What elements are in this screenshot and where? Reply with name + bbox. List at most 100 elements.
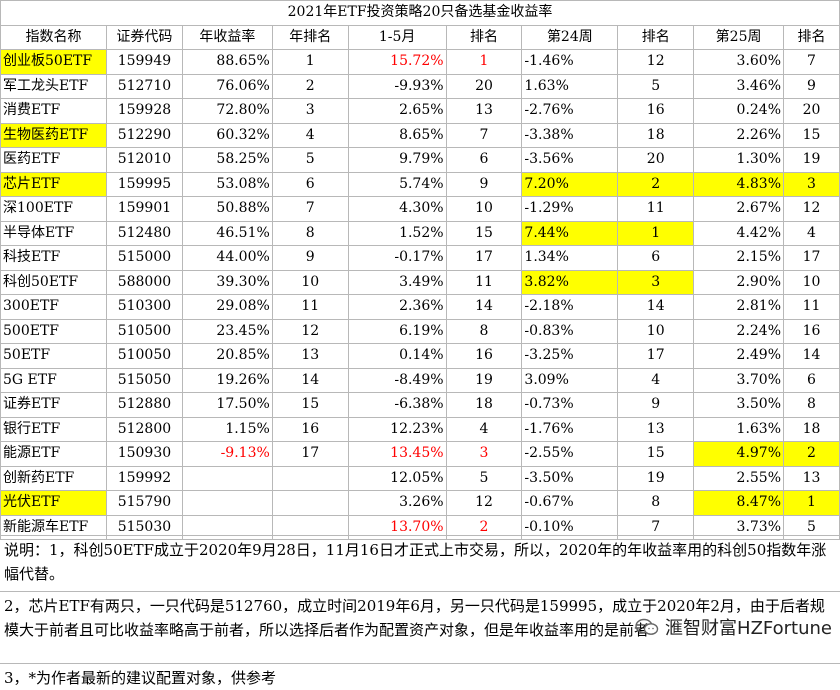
table-row: 深100ETF 159901 50.88% 7 4.30% 10 -1.29% 11 2.67%… bbox=[0, 196, 840, 222]
week24-rank-cell: 9 bbox=[617, 392, 695, 418]
week25-return-cell: 4.97% bbox=[693, 441, 785, 467]
week25-rank-cell: 19 bbox=[783, 147, 840, 173]
name-cell: 医药ETF bbox=[0, 147, 107, 173]
table-row: 光伏ETF 515790 3.26% 12 -0.67% 8 8.47% 1 bbox=[0, 490, 840, 516]
column-header: 排名 bbox=[617, 24, 695, 50]
week25-return-cell: 3.46% bbox=[693, 73, 785, 99]
week24-return-cell: -3.56% bbox=[521, 147, 619, 173]
annual-rank-cell: 10 bbox=[271, 269, 349, 295]
annual-return-cell bbox=[181, 465, 273, 491]
week25-return-cell: 3.70% bbox=[693, 367, 785, 393]
jan-may-rank-cell: 10 bbox=[445, 196, 523, 222]
week25-rank-cell: 6 bbox=[783, 367, 840, 393]
note-3: 3，*为作者最新的建议配置对象，供参考 bbox=[0, 663, 840, 689]
week25-rank-cell: 8 bbox=[783, 392, 840, 418]
name-cell: 科技ETF bbox=[0, 245, 107, 271]
annual-rank-cell: 4 bbox=[271, 122, 349, 148]
annual-rank-cell bbox=[271, 490, 349, 516]
header-row: 指数名称 证券代码 年收益率 年排名 1-5月 排名 第24周 排名 第25周 排名 bbox=[0, 24, 840, 50]
jan-may-return-cell: 5.74% bbox=[347, 171, 447, 197]
table-row: 半导体ETF 512480 46.51% 8 1.52% 15 7.44% 1 4.42% 4 bbox=[0, 220, 840, 246]
annual-return-cell: 44.00% bbox=[181, 245, 273, 271]
table-row: 创新药ETF 159992 12.05% 5 -3.50% 19 2.55% 13 bbox=[0, 465, 840, 491]
code-cell: 159949 bbox=[105, 49, 183, 75]
week25-return-cell: 2.67% bbox=[693, 196, 785, 222]
week24-return-cell: 1.34% bbox=[521, 245, 619, 271]
jan-may-rank-cell: 16 bbox=[445, 343, 523, 369]
name-cell: 生物医药ETF bbox=[0, 122, 107, 148]
column-header: 排名 bbox=[445, 24, 523, 50]
table-row: 军工龙头ETF 512710 76.06% 2 -9.93% 20 1.63% 5 3.46% 9 bbox=[0, 73, 840, 99]
code-cell: 510300 bbox=[105, 294, 183, 320]
jan-may-return-cell: 4.30% bbox=[347, 196, 447, 222]
jan-may-rank-cell: 6 bbox=[445, 147, 523, 173]
week25-rank-cell: 2 bbox=[783, 441, 840, 467]
name-cell: 300ETF bbox=[0, 294, 107, 320]
week24-return-cell: -0.67% bbox=[521, 490, 619, 516]
week25-return-cell: 4.83% bbox=[693, 171, 785, 197]
jan-may-return-cell: 2.36% bbox=[347, 294, 447, 320]
wechat-icon bbox=[635, 618, 659, 635]
jan-may-rank-cell: 9 bbox=[445, 171, 523, 197]
name-cell: 500ETF bbox=[0, 318, 107, 344]
week25-return-cell: 2.24% bbox=[693, 318, 785, 344]
note-2: 2，芯片ETF有两只，一只代码是512760，成立时间2019年6月，另一只代码… bbox=[0, 591, 840, 663]
week25-rank-cell: 9 bbox=[783, 73, 840, 99]
week25-rank-cell: 13 bbox=[783, 465, 840, 491]
jan-may-return-cell: 12.23% bbox=[347, 416, 447, 442]
code-cell: 515000 bbox=[105, 245, 183, 271]
annual-rank-cell: 5 bbox=[271, 147, 349, 173]
week24-rank-cell: 18 bbox=[617, 122, 695, 148]
annual-rank-cell: 2 bbox=[271, 73, 349, 99]
annual-rank-cell: 14 bbox=[271, 367, 349, 393]
table-row: 消费ETF 159928 72.80% 3 2.65% 13 -2.76% 16 0.24% 20 bbox=[0, 98, 840, 124]
annual-rank-cell: 17 bbox=[271, 441, 349, 467]
week25-return-cell: 2.15% bbox=[693, 245, 785, 271]
week24-rank-cell: 12 bbox=[617, 49, 695, 75]
name-cell: 科创50ETF bbox=[0, 269, 107, 295]
week25-return-cell: 2.49% bbox=[693, 343, 785, 369]
week25-rank-cell: 14 bbox=[783, 343, 840, 369]
annual-return-cell: 23.45% bbox=[181, 318, 273, 344]
jan-may-rank-cell: 8 bbox=[445, 318, 523, 344]
jan-may-return-cell: 3.49% bbox=[347, 269, 447, 295]
column-header: 排名 bbox=[783, 24, 840, 50]
annual-return-cell: 53.08% bbox=[181, 171, 273, 197]
week25-rank-cell: 12 bbox=[783, 196, 840, 222]
week24-return-cell: 1.63% bbox=[521, 73, 619, 99]
table-row: 证券ETF 512880 17.50% 15 -6.38% 18 -0.73% 9 3.50% 8 bbox=[0, 392, 840, 418]
jan-may-rank-cell: 3 bbox=[445, 441, 523, 467]
jan-may-rank-cell: 7 bbox=[445, 122, 523, 148]
annual-return-cell: -9.13% bbox=[181, 441, 273, 467]
week24-return-cell: 7.44% bbox=[521, 220, 619, 246]
jan-may-return-cell: -0.17% bbox=[347, 245, 447, 271]
jan-may-rank-cell: 17 bbox=[445, 245, 523, 271]
table-row: 能源ETF 150930 -9.13% 17 13.45% 3 -2.55% 15 4.97% 2 bbox=[0, 441, 840, 467]
code-cell: 510500 bbox=[105, 318, 183, 344]
jan-may-return-cell: 13.45% bbox=[347, 441, 447, 467]
annual-rank-cell: 3 bbox=[271, 98, 349, 124]
table-row: 银行ETF 512800 1.15% 16 12.23% 4 -1.76% 13 1.63% 18 bbox=[0, 416, 840, 442]
code-cell: 512010 bbox=[105, 147, 183, 173]
week24-return-cell: -3.38% bbox=[521, 122, 619, 148]
annual-return-cell: 29.08% bbox=[181, 294, 273, 320]
week25-rank-cell: 18 bbox=[783, 416, 840, 442]
etf-return-table: 2021年ETF投资策略20只备选基金收益率 指数名称 证券代码 年收益率 年排名 1-… bbox=[0, 0, 840, 540]
week24-rank-cell: 1 bbox=[617, 220, 695, 246]
annual-rank-cell: 11 bbox=[271, 294, 349, 320]
code-cell: 512800 bbox=[105, 416, 183, 442]
week24-rank-cell: 13 bbox=[617, 416, 695, 442]
annual-rank-cell: 9 bbox=[271, 245, 349, 271]
week24-rank-cell: 4 bbox=[617, 367, 695, 393]
annual-return-cell: 50.88% bbox=[181, 196, 273, 222]
table-row: 创业板50ETF 159949 88.65% 1 15.72% 1 -1.46% 12 3.60… bbox=[0, 49, 840, 75]
table-title: 2021年ETF投资策略20只备选基金收益率 bbox=[0, 0, 840, 26]
code-cell: 512290 bbox=[105, 122, 183, 148]
week24-rank-cell: 5 bbox=[617, 73, 695, 99]
week25-rank-cell: 3 bbox=[783, 171, 840, 197]
annual-rank-cell: 15 bbox=[271, 392, 349, 418]
week24-rank-cell: 14 bbox=[617, 294, 695, 320]
week25-rank-cell: 15 bbox=[783, 122, 840, 148]
annual-return-cell: 46.51% bbox=[181, 220, 273, 246]
week24-rank-cell: 19 bbox=[617, 465, 695, 491]
